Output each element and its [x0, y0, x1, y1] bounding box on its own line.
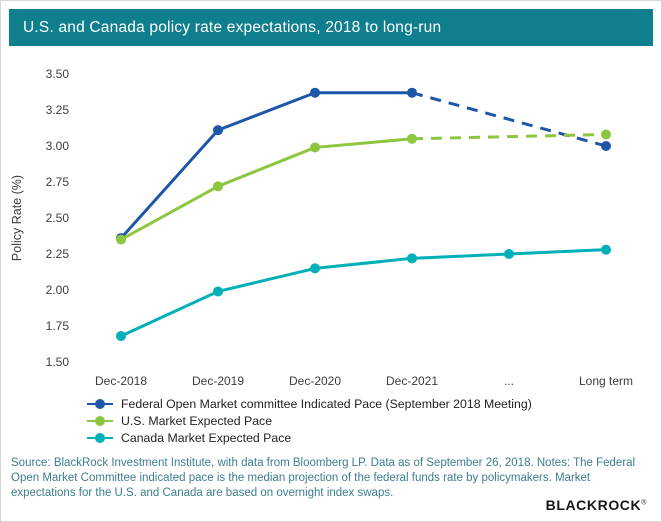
legend-dot [95, 398, 105, 409]
y-tick-label: 3.25 [46, 103, 70, 117]
y-tick-label: 1.50 [46, 355, 70, 369]
data-point [213, 181, 223, 192]
y-tick-label: 3.50 [46, 67, 70, 81]
y-tick-label: 2.00 [46, 283, 70, 297]
chart-title: U.S. and Canada policy rate expectations… [23, 18, 442, 36]
data-point [310, 142, 320, 153]
legend-label: Federal Open Market committee Indicated … [121, 396, 532, 411]
x-tick-label: Long term [579, 374, 633, 388]
legend-item: Canada Market Expected Pace [87, 429, 653, 446]
footnote-area: Source: BlackRock Investment Institute, … [9, 456, 653, 502]
series-line [119, 91, 412, 240]
data-point [601, 244, 611, 255]
series-line [120, 248, 607, 338]
x-tick-label: Dec-2019 [192, 374, 244, 388]
x-tick-label: Dec-2021 [386, 374, 438, 388]
series-line-projection [411, 132, 607, 141]
line-chart: 3.50 3.25 3.00 2.75 2.50 2.25 2.00 1.75 1.50 Dec-… [10, 67, 633, 388]
data-point [310, 87, 320, 98]
data-point [310, 263, 320, 274]
y-tick-label: 2.25 [46, 247, 70, 261]
data-point [407, 133, 417, 144]
y-tick-label: 2.75 [46, 175, 70, 189]
legend-label: U.S. Market Expected Pace [121, 413, 273, 428]
y-axis-title: Policy Rate (%) [10, 175, 24, 261]
data-point [601, 129, 611, 140]
legend-marker-icon [87, 415, 113, 427]
x-tick-label: Dec-2020 [289, 374, 341, 388]
legend-marker-icon [87, 432, 113, 444]
legend-item: U.S. Market Expected Pace [87, 412, 653, 429]
legend-marker-icon [87, 398, 113, 410]
data-point [407, 87, 417, 98]
legend-item: Federal Open Market committee Indicated … [87, 395, 653, 412]
x-tick-label: ... [504, 374, 514, 388]
chart-title-bar: U.S. and Canada policy rate expectations… [9, 9, 653, 46]
source-note: Source: BlackRock Investment Institute, … [11, 457, 636, 500]
data-point [116, 331, 126, 342]
data-point [213, 125, 223, 136]
legend: Federal Open Market committee Indicated … [87, 395, 653, 446]
data-point [213, 286, 223, 297]
data-point [407, 253, 417, 264]
x-tick-label: Dec-2018 [95, 374, 147, 388]
legend-label: Canada Market Expected Pace [121, 430, 292, 445]
series-line [120, 137, 413, 241]
legend-dot [95, 432, 105, 443]
legend-dot [95, 415, 105, 426]
y-tick-label: 1.75 [46, 319, 70, 333]
blackrock-logo: BLACKROCK® [546, 497, 647, 513]
brand-wordmark: BLACKROCK [545, 497, 642, 513]
y-tick-label: 2.50 [46, 211, 70, 225]
data-point [116, 234, 126, 245]
registered-mark: ® [641, 499, 647, 507]
data-point [601, 141, 611, 151]
data-point [504, 249, 514, 259]
series-line-projection [411, 91, 607, 148]
y-tick-label: 3.00 [46, 139, 70, 153]
